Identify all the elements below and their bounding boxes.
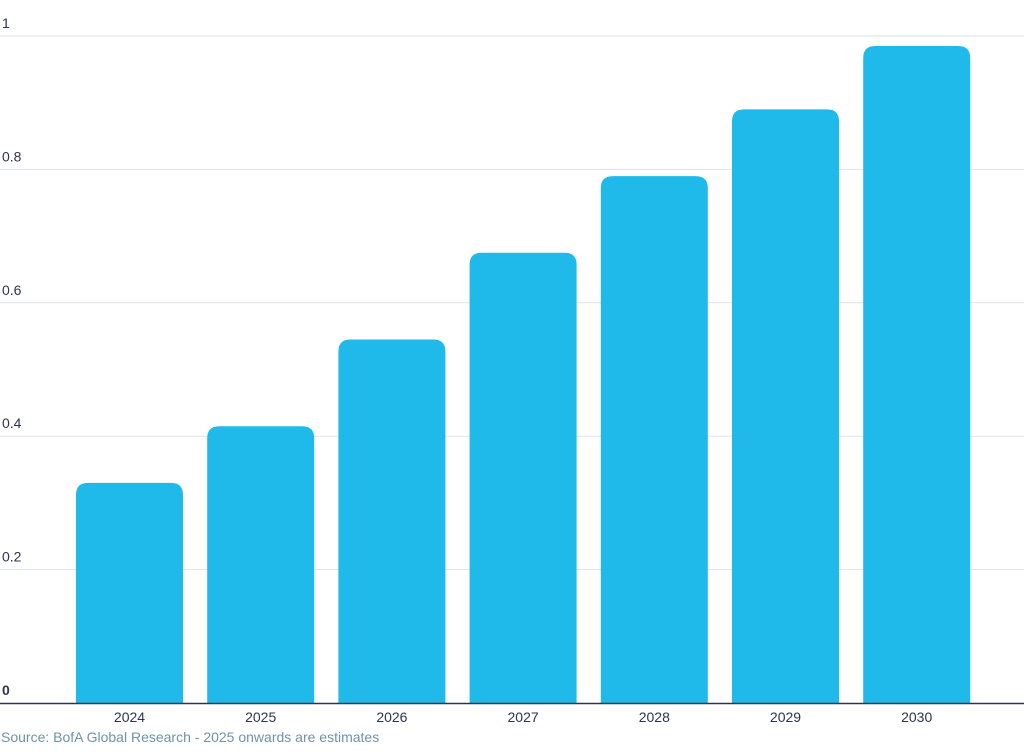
x-tick-label: 2025 bbox=[245, 709, 276, 725]
bar-2025 bbox=[207, 426, 315, 703]
y-tick-label: 0.6 bbox=[2, 282, 22, 298]
x-tick-label: 2030 bbox=[901, 709, 932, 725]
y-tick-label: 0 bbox=[2, 682, 10, 698]
x-tick-label: 2024 bbox=[114, 709, 145, 725]
y-tick-label: 0.8 bbox=[2, 148, 22, 164]
bar-2026 bbox=[338, 339, 446, 703]
x-tick-label: 2029 bbox=[770, 709, 801, 725]
chart-canvas: 00.20.40.60.81 2024 2025 2026 2027 2028 2029 2… bbox=[0, 15, 1024, 725]
x-tick-label: 2027 bbox=[508, 709, 539, 725]
bar-chart: 0 0.2 0.4 0.6 0.8 1 2024 2025 2026 2027 2028 2029 2… bbox=[0, 15, 1024, 725]
bar-2027 bbox=[469, 252, 577, 703]
x-axis-tick-labels: 2024 2025 2026 2027 2028 2029 2030 bbox=[114, 709, 933, 725]
y-tick-label: 0.4 bbox=[2, 415, 22, 431]
y-axis-tick-labels: 0 0.2 0.4 0.6 0.8 1 bbox=[2, 15, 22, 698]
x-tick-label: 2026 bbox=[376, 709, 407, 725]
y-tick-label: 1 bbox=[2, 15, 10, 31]
source-note: Source: BofA Global Research - 2025 onwa… bbox=[1, 729, 380, 745]
bar-2030 bbox=[863, 46, 971, 703]
bar-2029 bbox=[732, 109, 839, 704]
bar-2024 bbox=[76, 482, 183, 703]
x-tick-label: 2028 bbox=[639, 709, 670, 725]
bar-2028 bbox=[600, 176, 708, 703]
bars bbox=[76, 46, 971, 704]
y-tick-label: 0.2 bbox=[2, 549, 22, 565]
